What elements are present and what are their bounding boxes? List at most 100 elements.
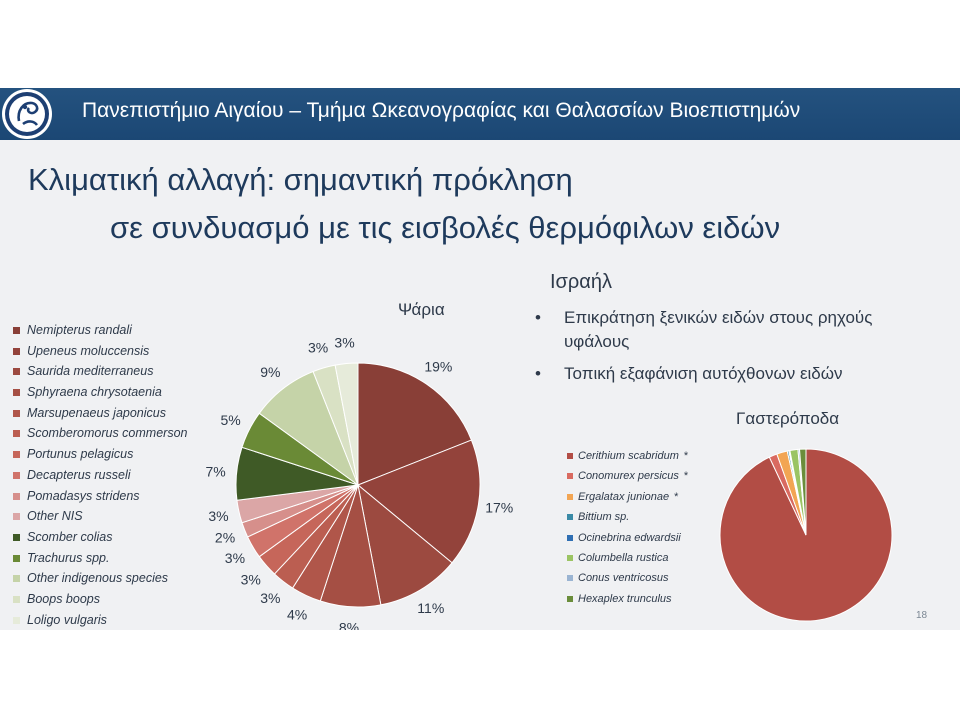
fish-legend-swatch (13, 409, 20, 417)
gastropod-legend-label: Conomurex persicus (578, 470, 679, 483)
fish-value-label: 11% (417, 600, 444, 616)
fish-slice (357, 483, 453, 606)
fish-legend-item: Boops boops (13, 589, 187, 610)
fish-legend-label: Scomber colias (27, 529, 113, 544)
gastropod-legend-swatch (567, 554, 573, 561)
fish-value-label: 3% (225, 550, 245, 566)
fish-chart-title: Ψάρια (398, 300, 445, 319)
fish-legend-label: Nemipterus randali (27, 323, 132, 337)
header-bar: Πανεπιστήμιο Αιγαίου – Τμήμα Ωκεανογραφί… (0, 88, 960, 140)
fish-value-label: 4% (287, 606, 307, 622)
gastropod-legend-label: Ergalatax junionae (578, 490, 670, 503)
bullet-item: • Τοπική εξαφάνιση αυτόχθονων ειδών (535, 362, 940, 386)
gastropod-legend-swatch (567, 493, 573, 500)
fish-legend-item: Nemipterus randali (13, 320, 187, 341)
israel-heading: Ισραήλ (550, 271, 612, 293)
fish-legend-item: Decapterus russeli (13, 465, 187, 486)
gastropod-legend-swatch (567, 473, 573, 480)
israel-bullets: • Επικράτηση ξενικών ειδών στους ρηχούς … (535, 306, 940, 394)
fish-legend-swatch (13, 471, 20, 479)
fish-legend-label: Saurida mediterraneus (27, 364, 154, 379)
bullet-text: Επικράτηση ξενικών ειδών στους ρηχούς υφ… (564, 308, 873, 351)
fish-value-label: 7% (206, 464, 226, 480)
bullet-text: Τοπική εξαφάνιση αυτόχθονων ειδών (564, 364, 843, 383)
gastropod-legend-label: Ocinebrina edwardsii (578, 531, 681, 544)
fish-legend-swatch (13, 616, 20, 624)
fish-slice (357, 362, 473, 486)
fish-legend-item: Portunus pelagicus (13, 444, 187, 465)
fish-legend-label: Loligo vulgaris (27, 612, 107, 627)
fish-legend-swatch (13, 347, 20, 355)
gastropod-chart-title: Γαστερόποδα (736, 409, 840, 428)
fish-pie-chart: 19% 17% 11% 8% 4% 3% 3% 3% 2% 3% 7% 5% 9% 3% 3% (206, 335, 514, 630)
fish-legend-item: Sphyraena chrysotaenia (13, 382, 187, 403)
gastropod-legend-item: Ocinebrina edwardsii (567, 528, 688, 548)
fish-value-label: 9% (260, 364, 280, 380)
fish-legend-swatch (13, 492, 20, 500)
slide-title-line1: Κλιματική αλλαγή: σημαντική πρόκληση (28, 162, 573, 197)
slide-title-line2: σε συνδυασμό με τις εισβολές θερμόφιλων … (110, 210, 781, 245)
gastropod-legend-marker: * (683, 450, 689, 462)
fish-legend-label: Portunus pelagicus (27, 447, 134, 462)
gastropod-legend-item: Cerithium scabridum * (567, 446, 688, 466)
gastropod-legend-marker: * (683, 470, 689, 483)
fish-legend-label: Boops boops (27, 591, 100, 606)
fish-legend-swatch (13, 327, 20, 334)
fish-legend-item: Scomber colias (13, 527, 187, 548)
fish-legend-swatch (13, 389, 20, 397)
gastropod-legend-item: Hexaplex trunculus (567, 589, 688, 609)
university-logo (0, 88, 56, 140)
fish-slice (334, 362, 359, 486)
fish-legend-swatch (13, 451, 20, 459)
fish-legend-item: Other NIS (13, 506, 187, 527)
gastropod-legend-item: Bittium sp. (567, 507, 688, 527)
fish-value-label: 3% (208, 508, 228, 524)
gastropod-legend-marker: * (674, 490, 679, 503)
fish-legend-label: Other indigenous species (27, 571, 169, 586)
fish-value-label: 19% (424, 359, 452, 375)
fish-slice (357, 439, 481, 564)
fish-value-label: 2% (215, 530, 235, 546)
gastropod-legend-item: Columbella rustica (567, 548, 688, 568)
gastropod-legend-label: Columbella rustica (578, 551, 669, 564)
fish-value-label: 17% (485, 499, 513, 515)
gastropod-legend-swatch (567, 595, 573, 602)
fish-legend-item: Upeneus moluccensis (13, 341, 187, 362)
gastropod-legend: Cerithium scabridum * Conomurex persicus * E… (567, 446, 688, 609)
gastropod-pie-chart (719, 448, 893, 622)
fish-legend-item: Trachurus spp. (13, 548, 187, 569)
fish-legend-item: Other indigenous species (13, 568, 187, 589)
fish-legend-label: Trachurus spp. (27, 550, 110, 565)
fish-value-label: 3% (260, 590, 280, 606)
gastropod-legend-swatch (567, 575, 573, 582)
fish-value-label: 8% (339, 620, 359, 630)
fish-legend-item: Marsupenaeus japonicus (13, 403, 187, 424)
gastropod-legend-swatch (567, 514, 573, 521)
fish-value-label: 5% (220, 412, 240, 428)
fish-legend: Nemipterus randali Upeneus moluccensis Sau… (13, 320, 187, 630)
bullet-item: • Επικράτηση ξενικών ειδών στους ρηχούς … (535, 306, 940, 354)
fish-legend-label: Other NIS (27, 509, 83, 524)
fish-legend-item: Scomberomorus commerson (13, 423, 187, 444)
page-number: 18 (916, 610, 928, 621)
fish-legend-item: Loligo vulgaris (13, 610, 187, 630)
gastropod-legend-label: Bittium sp. (578, 511, 630, 524)
gastropod-legend-swatch (567, 534, 573, 541)
fish-legend-swatch (13, 595, 20, 603)
gastropod-legend-label: Cerithium scabridum (578, 450, 679, 462)
fish-legend-label: Upeneus moluccensis (27, 343, 150, 358)
fish-value-label: 3% (241, 572, 261, 588)
fish-legend-swatch (13, 513, 20, 521)
fish-legend-label: Scomberomorus commerson (27, 426, 188, 441)
fish-legend-swatch (13, 430, 20, 438)
fish-legend-label: Sphyraena chrysotaenia (27, 385, 162, 400)
gastropod-slice (798, 448, 807, 536)
gastropod-slice (719, 448, 893, 622)
bullet-marker: • (535, 308, 541, 327)
header-title: Πανεπιστήμιο Αιγαίου – Τμήμα Ωκεανογραφί… (82, 99, 801, 122)
fish-legend-label: Decapterus russeli (27, 467, 131, 482)
fish-legend-label: Pomadasys stridens (27, 488, 140, 503)
gastropod-legend-item: Ergalatax junionae * (567, 487, 688, 507)
fish-legend-item: Saurida mediterraneus (13, 361, 187, 382)
gastropod-legend-item: Conus ventricosus (567, 568, 688, 588)
